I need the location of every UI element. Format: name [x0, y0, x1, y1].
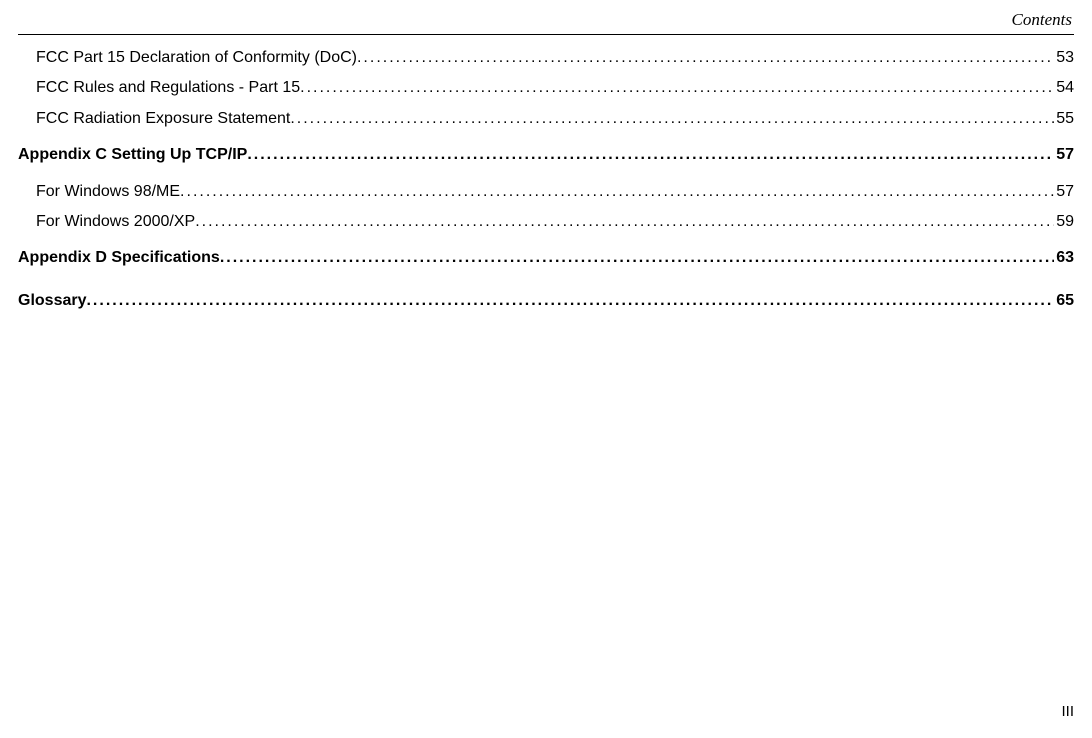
- toc-leader-dots: [220, 243, 1054, 273]
- toc-entry-label: FCC Rules and Regulations - Part 15: [36, 73, 300, 103]
- toc-entry-label: FCC Part 15 Declaration of Conformity (D…: [36, 43, 357, 73]
- table-of-contents: FCC Part 15 Declaration of Conformity (D…: [18, 43, 1074, 316]
- toc-entry-page: 57: [1054, 177, 1074, 207]
- toc-entry: For Windows 2000/XP 59: [18, 207, 1074, 237]
- page-number: III: [1061, 703, 1074, 720]
- toc-entry-page: 53: [1054, 43, 1074, 73]
- toc-entry-page: 63: [1054, 243, 1074, 273]
- toc-leader-dots: [247, 140, 1054, 170]
- page-header-label: Contents: [18, 10, 1074, 30]
- toc-entry-label: Appendix D Specifications: [18, 243, 220, 273]
- toc-leader-dots: [357, 43, 1054, 73]
- toc-entry-label: Glossary: [18, 286, 86, 316]
- toc-entry-page: 59: [1054, 207, 1074, 237]
- toc-leader-dots: [180, 177, 1054, 207]
- toc-entry-page: 54: [1054, 73, 1074, 103]
- toc-entry-label: FCC Radiation Exposure Statement: [36, 104, 290, 134]
- toc-entry: FCC Radiation Exposure Statement 55: [18, 104, 1074, 134]
- header-rule: [18, 34, 1074, 35]
- toc-leader-dots: [86, 286, 1054, 316]
- toc-entry-page: 57: [1054, 140, 1074, 170]
- toc-leader-dots: [290, 104, 1054, 134]
- toc-entry: Appendix D Specifications 63: [18, 243, 1074, 273]
- toc-leader-dots: [195, 207, 1054, 237]
- toc-entry-label: Appendix C Setting Up TCP/IP: [18, 140, 247, 170]
- toc-entry-page: 55: [1054, 104, 1074, 134]
- toc-entry-label: For Windows 98/ME: [36, 177, 180, 207]
- toc-entry: Appendix C Setting Up TCP/IP 57: [18, 140, 1074, 170]
- toc-leader-dots: [300, 73, 1054, 103]
- toc-entry-page: 65: [1054, 286, 1074, 316]
- toc-entry: For Windows 98/ME 57: [18, 177, 1074, 207]
- toc-entry: Glossary 65: [18, 286, 1074, 316]
- toc-entry: FCC Part 15 Declaration of Conformity (D…: [18, 43, 1074, 73]
- toc-entry: FCC Rules and Regulations - Part 15 54: [18, 73, 1074, 103]
- toc-entry-label: For Windows 2000/XP: [36, 207, 195, 237]
